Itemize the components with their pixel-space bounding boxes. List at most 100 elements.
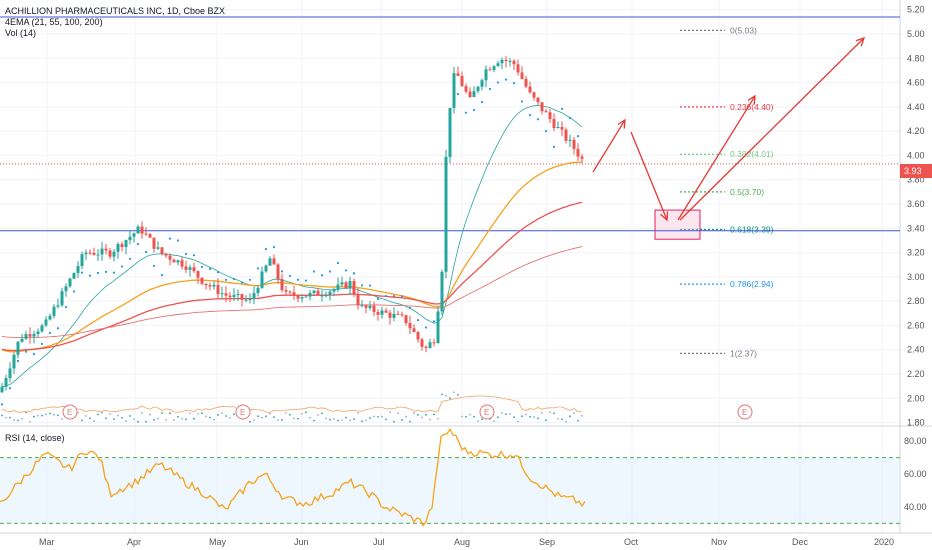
candle xyxy=(12,354,16,369)
volume-dot xyxy=(533,416,535,419)
volume-dot xyxy=(81,419,83,422)
time-tick-label: Apr xyxy=(127,537,141,547)
candle xyxy=(568,139,572,141)
candle xyxy=(88,252,92,254)
candle xyxy=(380,310,384,315)
volume-dot xyxy=(501,412,503,414)
fib-level-label: 1(2.37) xyxy=(730,348,757,358)
candle xyxy=(40,325,44,332)
candle xyxy=(416,332,420,340)
volume-dot xyxy=(265,415,267,418)
price-tick-label: 1.80 xyxy=(907,418,925,428)
psar-dot xyxy=(280,270,284,273)
volume-dot xyxy=(97,413,99,416)
volume-dot xyxy=(205,415,207,418)
candle xyxy=(28,334,32,337)
candle xyxy=(248,299,252,301)
psar-dot xyxy=(48,331,52,335)
volume-dot xyxy=(29,421,31,423)
price-tick-label: 5.00 xyxy=(907,29,925,39)
candle xyxy=(192,267,196,272)
price-tick-label: 2.00 xyxy=(907,393,925,403)
rsi-tick-label: 60.00 xyxy=(904,469,927,479)
candle xyxy=(460,75,464,87)
psar-dot xyxy=(480,101,484,104)
volume-dot xyxy=(93,420,95,422)
candle xyxy=(464,86,468,92)
psar-dot xyxy=(304,279,308,282)
volume-dot xyxy=(361,420,363,423)
candle xyxy=(272,258,276,265)
candle xyxy=(16,341,20,355)
candle xyxy=(356,294,360,306)
candle xyxy=(32,333,36,337)
candle xyxy=(100,248,104,255)
psar-dot xyxy=(520,100,524,103)
ema-200-line xyxy=(1,246,583,338)
candle xyxy=(112,251,116,257)
volume-dot xyxy=(249,420,251,423)
candle xyxy=(156,247,160,249)
candle xyxy=(184,266,188,270)
volume-dot xyxy=(197,413,199,415)
volume-dot xyxy=(49,412,51,415)
volume-dot xyxy=(277,419,279,421)
candle xyxy=(188,267,192,270)
psar-dot xyxy=(272,246,276,249)
rsi-tick-label: 80.00 xyxy=(904,436,927,446)
volume-dot xyxy=(285,412,287,414)
candle xyxy=(0,386,4,393)
psar-dot xyxy=(24,350,28,353)
psar-dot xyxy=(528,114,532,117)
earnings-marker-label: E xyxy=(484,408,489,417)
candle xyxy=(144,233,148,235)
volume-dot xyxy=(513,416,515,419)
candle xyxy=(56,305,60,307)
volume-dot xyxy=(169,412,171,415)
candle xyxy=(252,293,256,300)
volume-dot xyxy=(461,415,463,418)
fib-level-label: 0(5.03) xyxy=(730,25,757,35)
volume-dot xyxy=(565,420,567,423)
candle xyxy=(44,319,48,326)
volume-dot xyxy=(317,414,319,416)
volume-dot xyxy=(341,419,343,421)
candle xyxy=(348,281,352,289)
ema-55-line xyxy=(1,161,583,353)
volume-dot xyxy=(61,417,63,420)
psar-dot xyxy=(352,272,356,275)
time-tick-label: May xyxy=(209,537,227,547)
psar-dot xyxy=(376,297,380,301)
volume-dot xyxy=(445,394,447,397)
price-tick-label: 3.00 xyxy=(907,272,925,282)
volume-dot xyxy=(117,414,119,417)
psar-dot xyxy=(472,108,476,112)
volume-dot xyxy=(105,417,107,420)
candle xyxy=(228,295,232,298)
price-tick-label: 4.20 xyxy=(907,126,925,136)
psar-dot xyxy=(336,261,340,265)
psar-dot xyxy=(96,271,100,275)
earnings-marker xyxy=(235,404,251,420)
candle xyxy=(312,290,316,294)
volume-dot xyxy=(429,418,431,421)
psar-dot xyxy=(120,265,124,268)
ema-legend: 4EMA (21, 55, 100, 200) xyxy=(5,17,103,27)
time-tick-label: Aug xyxy=(454,537,470,547)
volume-dot xyxy=(301,412,303,415)
candle xyxy=(8,368,12,378)
psar-dot xyxy=(200,265,204,268)
psar-dot xyxy=(464,111,468,114)
psar-dot xyxy=(536,118,540,121)
volume-dot xyxy=(33,415,35,418)
volume-dot xyxy=(345,416,347,419)
psar-dot xyxy=(224,278,228,281)
psar-dot xyxy=(128,257,132,260)
psar-dot xyxy=(256,267,260,270)
volume-dot xyxy=(145,420,147,423)
psar-dot xyxy=(384,294,388,298)
psar-dot xyxy=(184,252,188,256)
volume-dot xyxy=(453,391,455,394)
volume-dot xyxy=(493,420,495,423)
